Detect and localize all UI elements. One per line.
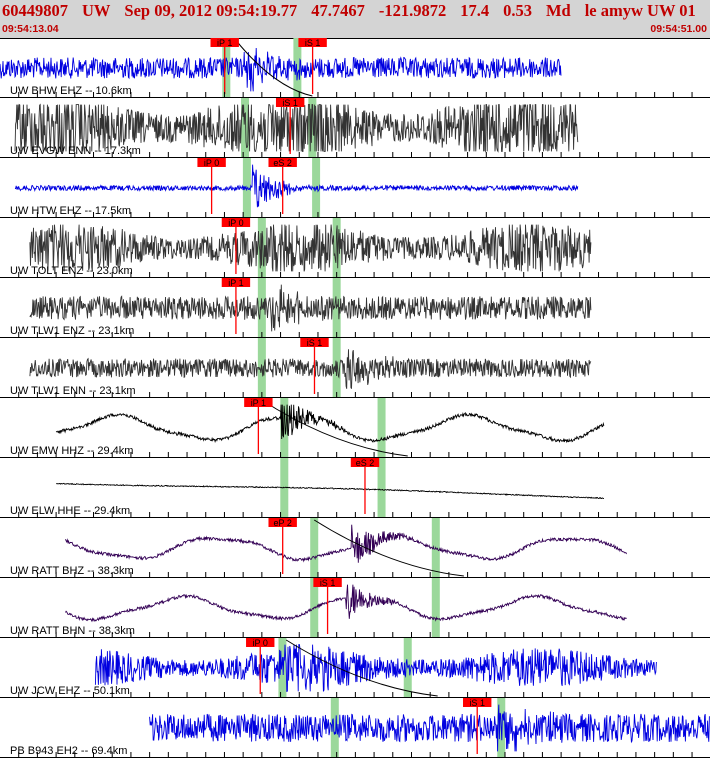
channel-label: UW RATT BHZ -- 38.3km — [10, 565, 134, 577]
channel-panel: iS 1 UW EVGW ENN -- 17.3km — [0, 98, 710, 158]
channel-panel: iS 1 UW RATT BHN -- 38.3km — [0, 578, 710, 638]
waveform-trace — [29, 284, 592, 332]
event-summary: 60449807 UW Sep 09, 2012 09:54:19.77 47.746… — [2, 1, 710, 21]
travel-time-curve — [235, 39, 313, 97]
channel-panel: iS 1 UW TLW1 ENN -- 23.1km — [0, 338, 710, 398]
arrival-band — [310, 518, 319, 578]
arrival-band — [377, 398, 386, 458]
channel-label: UW ELW HHE -- 29.4km — [10, 505, 130, 517]
pick-label: eS 2 — [273, 158, 292, 168]
pick-flag — [221, 218, 251, 227]
pick-label: iS 1 — [469, 698, 485, 708]
pick-label: iP 0 — [228, 218, 243, 228]
event-id: 60449807 — [2, 1, 68, 20]
arrival-band — [241, 98, 250, 158]
pick-label: iP 1 — [217, 38, 232, 48]
magnitude-type: Md — [545, 1, 571, 20]
channel-panel: iP 0 UW TOLT ENZ -- 23.0km — [0, 218, 710, 278]
travel-time-curve — [285, 639, 438, 697]
channel-panel: iP 0 UW JCW EHZ -- 50.1km — [0, 638, 710, 698]
pick-flag — [350, 458, 380, 467]
waveform-trace — [149, 704, 710, 752]
arrival-band — [431, 578, 440, 638]
pick-flag — [275, 98, 305, 107]
channel-panel: iP 0 eS 2 UW HTW EHZ -- 17.5km — [0, 158, 710, 218]
pick-label: iS 1 — [305, 38, 321, 48]
channel-label: UW TLW1 ENZ -- 23.1km — [10, 325, 134, 337]
longitude: -121.9872 — [378, 1, 447, 20]
channel-label: UW TOLT ENZ -- 23.0km — [10, 265, 133, 277]
pick-label: eP 2 — [274, 518, 292, 528]
event-network: UW — [82, 1, 111, 20]
waveform-trace — [29, 349, 592, 389]
locator: le amyw UW 01 — [584, 1, 696, 20]
channel-label: UW BHW EHZ -- 10.6km — [10, 85, 132, 97]
arrival-band — [332, 218, 341, 278]
pick-flag — [313, 578, 342, 587]
pick-flag — [210, 38, 239, 47]
pick-flag — [268, 518, 297, 527]
depth: 17.4 — [460, 1, 490, 20]
arrival-band — [280, 398, 289, 458]
event-header: 60449807 UW Sep 09, 2012 09:54:19.77 47.746… — [0, 0, 710, 38]
pick-label: iS 1 — [307, 338, 323, 348]
channel-label: UW HTW EHZ -- 17.5km — [10, 205, 131, 217]
pick-flag — [246, 638, 275, 647]
channel-label: PB B943 EH2 -- 69.4km — [10, 745, 127, 757]
channel-label: UW JCW EHZ -- 50.1km — [10, 685, 130, 697]
channel-panel: iP 1 UW TLW1 ENZ -- 23.1km — [0, 278, 710, 338]
pick-flag — [221, 278, 251, 287]
waveform-trace — [29, 224, 592, 272]
pick-label: iP 1 — [251, 398, 266, 408]
window-start-time: 09:54:13.04 — [2, 23, 59, 35]
pick-label: iP 0 — [204, 158, 219, 168]
pick-flag — [300, 338, 329, 347]
channel-label: UW EMW HHZ -- 29.4km — [10, 445, 133, 457]
waveform-trace — [65, 524, 627, 563]
travel-time-curve — [261, 399, 408, 457]
pick-label: iP 1 — [228, 278, 243, 288]
arrival-band — [377, 458, 386, 518]
arrival-band — [222, 38, 231, 98]
waveform-trace — [14, 164, 579, 208]
channel-panel: eP 2 UW RATT BHZ -- 38.3km — [0, 518, 710, 578]
waveform-trace — [14, 103, 579, 153]
pick-label: iS 1 — [320, 578, 336, 588]
pick-label: eS 2 — [356, 458, 375, 468]
channel-panel: iS 1 PB B943 EH2 -- 69.4km — [0, 698, 710, 758]
arrival-band — [308, 98, 317, 158]
waveform-trace — [56, 482, 604, 500]
waveform-trace — [94, 644, 657, 693]
seismogram-plot: iP 1 iS 1 UW BHW EHZ -- 10.6km iS 1 UW EVGW … — [0, 38, 710, 758]
pick-flag — [268, 158, 297, 167]
origin-time: Sep 09, 2012 09:54:19.77 — [124, 1, 298, 20]
travel-time-curve — [313, 519, 464, 577]
channel-label: UW TLW1 ENN -- 23.1km — [10, 385, 136, 397]
pick-flag — [197, 158, 226, 167]
window-end-time: 09:54:51.00 — [650, 23, 707, 35]
pick-flag — [298, 38, 327, 47]
pick-flag — [244, 398, 273, 407]
channel-label: UW EVGW ENN -- 17.3km — [10, 145, 141, 157]
pick-label: iS 1 — [282, 98, 298, 108]
magnitude: 0.53 — [503, 1, 532, 20]
latitude: 47.7467 — [311, 1, 365, 20]
arrival-band — [293, 38, 302, 98]
pick-flag — [463, 698, 492, 707]
channel-panel: iP 1 iS 1 UW BHW EHZ -- 10.6km — [0, 38, 710, 98]
channel-panel: eS 2 UW ELW HHE -- 29.4km — [0, 458, 710, 518]
pick-label: iP 0 — [253, 638, 268, 648]
arrival-band — [330, 698, 339, 758]
waveform-trace — [0, 47, 562, 92]
channel-panel: iP 1 UW EMW HHZ -- 29.4km — [0, 398, 710, 458]
channel-label: UW RATT BHN -- 38.3km — [10, 625, 135, 637]
waveform-trace — [65, 584, 627, 623]
arrival-band — [278, 638, 287, 698]
waveform-trace — [55, 404, 605, 444]
